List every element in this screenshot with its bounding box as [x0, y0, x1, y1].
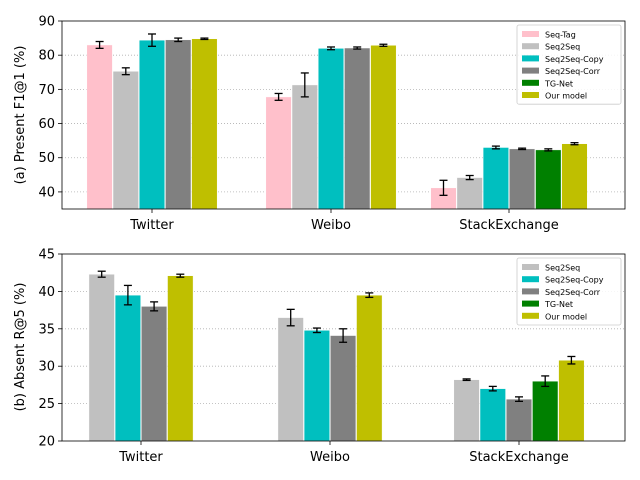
- bar-our-model-twitter: [191, 38, 218, 210]
- legend-label-seq2seq-copy: Seq2Seq-Copy: [545, 55, 604, 64]
- bar-seq2seq-corr-weibo: [330, 335, 357, 442]
- bar-seq2seq-stackexchange: [453, 379, 480, 442]
- bar-seq2seq-copy-weibo: [303, 330, 330, 442]
- legend-swatch-our-model: [522, 312, 539, 319]
- legend-swatch-seq2seq: [522, 43, 539, 50]
- legend-label-seq2seq: Seq2Seq: [545, 43, 580, 52]
- legend-swatch-seq2seq-copy: [522, 276, 539, 283]
- legend-label-tg-net: TG-Net: [544, 79, 573, 88]
- legend-label-seq-tag: Seq-Tag: [545, 31, 576, 40]
- x-tick-label-twitter: Twitter: [129, 218, 174, 233]
- bar-seq2seq-corr-stackexchange: [509, 148, 536, 210]
- y-tick-label: 25: [38, 397, 55, 412]
- y-tick-label: 20: [38, 435, 55, 450]
- legend-swatch-our-model: [522, 92, 539, 98]
- legend-label-seq2seq-corr: Seq2Seq-Corr: [545, 67, 601, 76]
- x-tick-label-twitter: Twitter: [118, 450, 163, 465]
- axes-frame: [61, 253, 626, 442]
- x-tick-label-weibo: Weibo: [311, 218, 351, 233]
- y-axis-label: (b) Absent R@5 (%): [13, 283, 28, 412]
- legend-swatch-seq2seq: [522, 264, 539, 270]
- legend-swatch-seq2seq-corr: [522, 67, 539, 74]
- legend-swatch-tg-net: [522, 79, 539, 86]
- chart-absent-r5: 20 25 30 35 40 45 Twitter Weibo StackExchange (b)…: [13, 248, 626, 465]
- y-tick-label: 40: [38, 185, 55, 200]
- legend-label-seq2seq: Seq2Seq: [545, 264, 580, 273]
- legend-swatch-tg-net: [522, 300, 539, 307]
- bar-seq2seq-corr-twitter: [141, 306, 168, 442]
- bar-seq2seq-corr-twitter: [165, 39, 192, 210]
- bar-seq-tag-twitter: [86, 44, 113, 210]
- bar-seq2seq-stackexchange: [456, 177, 483, 210]
- y-tick-label: 60: [38, 117, 55, 132]
- chart-present-f1: 40 50 60 70 80 90 Twitter Weibo StackExchange (a)…: [13, 15, 626, 233]
- bar-seq2seq-copy-weibo: [317, 48, 345, 210]
- x-tick-label-stackexchange: StackExchange: [459, 218, 559, 233]
- bar-seq2seq-copy-stackexchange: [482, 147, 509, 210]
- legend-swatch-seq-tag: [522, 31, 539, 37]
- legend-box: [516, 257, 622, 326]
- bar-seq2seq-copy-stackexchange: [479, 388, 506, 442]
- legend-label-tg-net: TG-Net: [544, 300, 573, 309]
- y-tick-label: 90: [38, 15, 55, 30]
- y-tick-label: 45: [38, 248, 55, 263]
- y-tick-label: 30: [38, 360, 55, 375]
- x-tick-label-weibo: Weibo: [310, 450, 350, 465]
- bar-seq2seq-twitter: [88, 273, 115, 442]
- bar-tg-net-stackexchange: [532, 380, 559, 442]
- y-tick-label: 70: [38, 83, 55, 98]
- y-axis-label: (a) Present F1@1 (%): [13, 46, 28, 185]
- y-tick-label: 35: [38, 322, 55, 337]
- legend-box: [516, 24, 622, 105]
- x-tick-label-stackexchange: StackExchange: [469, 450, 569, 465]
- y-tick-label: 50: [38, 151, 55, 166]
- bar-seq2seq-copy-twitter: [138, 39, 166, 210]
- bar-our-model-weibo: [356, 294, 383, 442]
- bar-our-model-stackexchange: [561, 143, 588, 210]
- bar-seq-tag-weibo: [265, 96, 292, 210]
- bar-seq2seq-twitter: [112, 70, 139, 210]
- bar-seq2seq-corr-stackexchange: [505, 398, 533, 442]
- bar-seq2seq-copy-twitter: [114, 294, 141, 442]
- legend-swatch-seq2seq-copy: [522, 55, 539, 62]
- legend-swatch-seq2seq-corr: [522, 288, 539, 295]
- legend-label-our-model: Our model: [545, 312, 587, 321]
- bar-our-model-twitter: [167, 275, 194, 442]
- bar-seq2seq-weibo: [277, 317, 304, 442]
- y-tick-label: 80: [38, 49, 55, 64]
- bar-tg-net-stackexchange: [535, 149, 562, 210]
- axes-frame: [61, 20, 626, 210]
- legend-label-seq2seq-copy: Seq2Seq-Copy: [545, 276, 604, 285]
- bar-our-model-stackexchange: [558, 359, 585, 442]
- bar-seq2seq-weibo: [291, 84, 318, 210]
- bar-seq2seq-corr-weibo: [344, 47, 371, 210]
- legend-label-our-model: Our model: [545, 92, 587, 101]
- legend-label-seq2seq-corr: Seq2Seq-Corr: [545, 288, 601, 297]
- y-tick-label: 40: [38, 285, 55, 300]
- bar-our-model-weibo: [370, 45, 397, 210]
